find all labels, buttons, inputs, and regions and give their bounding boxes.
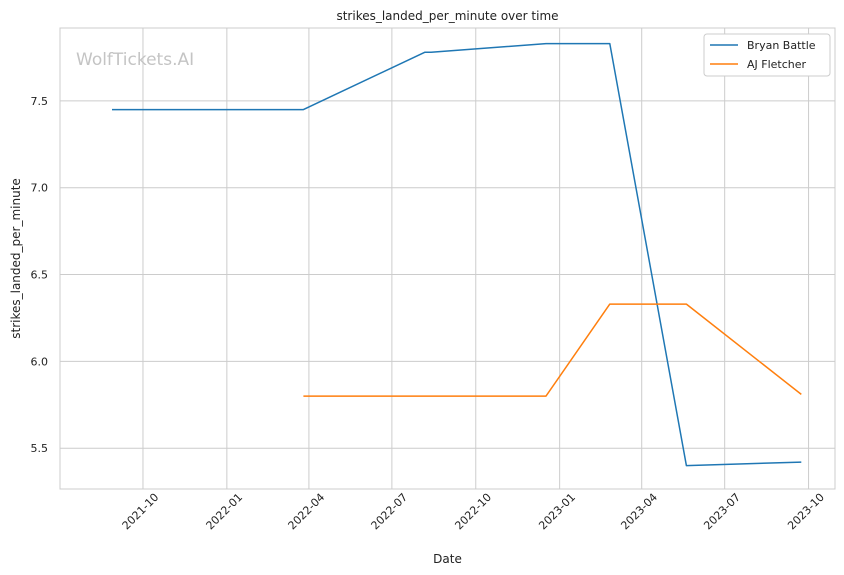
y-tick-label: 6.0 [31, 355, 49, 368]
series-layer [112, 42, 802, 467]
x-tick-label: 2022-07 [369, 491, 411, 533]
legend-label-aj-fletcher: AJ Fletcher [747, 58, 807, 71]
legend-label-bryan-battle: Bryan Battle [747, 39, 816, 52]
y-tick-label: 6.5 [31, 269, 49, 282]
chart-title: strikes_landed_per_minute over time [336, 9, 558, 23]
plot-frame [59, 27, 836, 490]
x-tick-label: 2023-01 [536, 491, 578, 533]
y-axis-label: strikes_landed_per_minute [9, 178, 23, 339]
legend: Bryan Battle AJ Fletcher [703, 33, 831, 77]
x-tick-label: 2022-01 [204, 491, 246, 533]
y-tick-label: 7.0 [31, 182, 49, 195]
grid-layer [60, 28, 835, 489]
tick-layer: 2021-10 2022-01 2022-04 2022-07 2022-10 2023-… [31, 95, 827, 532]
x-tick-label: 2022-04 [286, 491, 328, 533]
x-tick-label: 2023-07 [701, 491, 743, 533]
watermark: WolfTickets.AI [76, 50, 194, 70]
x-tick-label: 2021-10 [120, 491, 162, 533]
x-axis-label: Date [433, 552, 462, 566]
x-tick-label: 2022-10 [452, 491, 494, 533]
y-tick-label: 5.5 [31, 442, 49, 455]
x-tick-label: 2023-04 [618, 491, 660, 533]
series-line-bryan-battle [112, 42, 802, 467]
x-tick-label: 2023-10 [785, 491, 827, 533]
y-tick-label: 7.5 [31, 95, 49, 108]
series-line-aj-fletcher [303, 303, 802, 397]
